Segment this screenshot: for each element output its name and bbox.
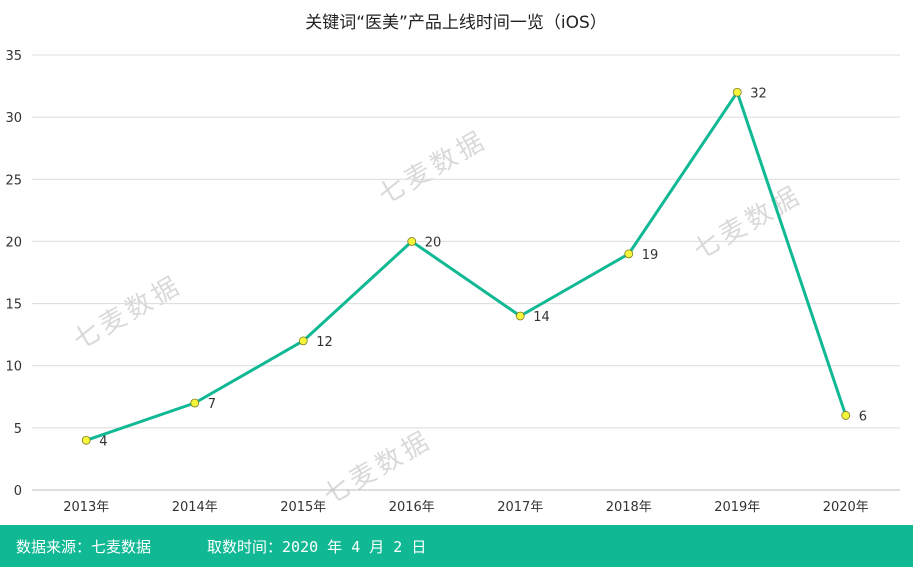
x-tick-label: 2016年 <box>389 500 435 515</box>
footer-source: 数据来源：七麦数据 <box>16 537 152 556</box>
watermark-text: 七麦数据 <box>69 270 188 356</box>
y-tick-label: 25 <box>5 173 22 188</box>
data-point <box>407 237 417 246</box>
data-point <box>190 398 200 408</box>
watermark-text: 七麦数据 <box>374 125 493 211</box>
data-label: 12 <box>316 335 333 350</box>
data-point <box>624 249 634 259</box>
data-point <box>515 311 525 321</box>
data-label: 19 <box>642 248 659 263</box>
y-tick-label: 0 <box>14 484 22 499</box>
data-point <box>81 435 91 445</box>
data-point <box>298 336 308 346</box>
footer-date: 取数时间：2020 年 4 月 2 日 <box>207 537 427 556</box>
data-label: 32 <box>750 86 767 101</box>
watermark-text: 七麦数据 <box>689 180 808 266</box>
y-tick-label: 35 <box>5 49 22 64</box>
data-point <box>732 87 742 97</box>
x-tick-label: 2013年 <box>63 500 109 515</box>
gridlines <box>32 54 900 491</box>
x-tick-label: 2014年 <box>172 500 218 515</box>
series-line <box>84 90 848 442</box>
y-tick-label: 30 <box>5 111 22 126</box>
data-label: 20 <box>425 235 442 250</box>
data-label: 14 <box>533 310 550 325</box>
x-axis: 2013年 2014年 2015年 2016年 2017年 2018年 2019年 2020年 <box>63 500 869 515</box>
y-tick-label: 5 <box>14 422 22 437</box>
y-axis: 0 5 10 15 20 25 30 35 <box>5 49 22 499</box>
data-point <box>841 411 851 420</box>
x-tick-label: 2017年 <box>497 500 543 515</box>
data-labels: 4 7 12 20 14 19 32 6 <box>99 86 867 449</box>
x-tick-label: 2015年 <box>280 500 326 515</box>
y-tick-label: 15 <box>5 298 22 313</box>
chart-title: 关键词“医美”产品上线时间一览（iOS） <box>305 13 607 33</box>
series-layer <box>81 87 851 445</box>
watermark-text: 七麦数据 <box>319 425 438 511</box>
x-tick-label: 2020年 <box>823 500 869 515</box>
footer-bar: 数据来源：七麦数据 取数时间：2020 年 4 月 2 日 <box>0 525 913 567</box>
x-tick-label: 2018年 <box>606 500 652 515</box>
y-tick-label: 10 <box>5 360 22 375</box>
y-tick-label: 20 <box>5 235 22 250</box>
data-label: 7 <box>208 397 216 412</box>
data-label: 6 <box>859 409 867 424</box>
data-label: 4 <box>99 434 107 449</box>
x-tick-label: 2019年 <box>714 500 760 515</box>
